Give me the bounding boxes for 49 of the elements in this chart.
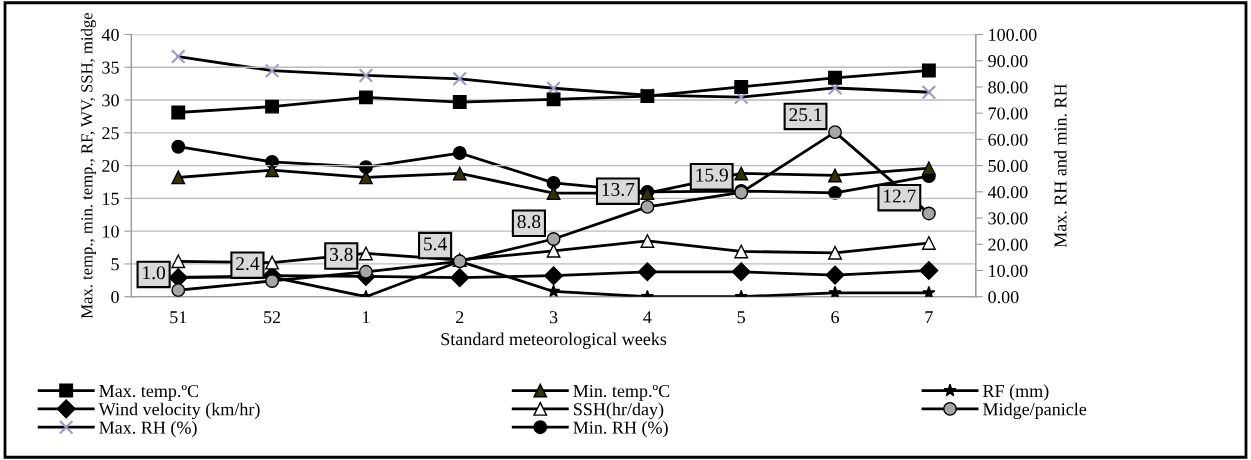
data-label: 2.4 [236, 257, 260, 271]
y-tick-label: 10 [103, 225, 119, 238]
y-tick-label: 35 [102, 61, 119, 74]
data-label: 15.9 [696, 168, 728, 182]
x-tick-label: 3 [549, 311, 558, 324]
x-tick-label: 52 [264, 311, 281, 324]
y2-tick-label: 80.00 [988, 81, 1028, 94]
x-tick-label: 1 [362, 311, 370, 324]
data-label: 25.1 [789, 108, 822, 122]
legend-label: SSH(hr/day) [573, 402, 664, 420]
x-tick-label: 51 [170, 311, 187, 324]
y2-axis-title: Max. RH and min. RH [1053, 83, 1067, 248]
y-tick-label: 15 [103, 192, 119, 205]
y2-tick-label: 20.00 [988, 238, 1028, 251]
x-tick-label: 7 [925, 311, 933, 324]
y2-tick-label: 0.00 [988, 290, 1019, 304]
data-label: 8.8 [517, 215, 541, 229]
legend-label: Wind velocity (km/hr) [98, 402, 260, 420]
y-tick-label: 25 [102, 127, 119, 140]
y-tick-label: 30 [102, 94, 119, 107]
data-label: 12.7 [884, 189, 916, 203]
y2-tick-label: 10.00 [989, 264, 1028, 277]
legend-label: Midge/panicle [983, 402, 1087, 420]
y-tick-label: 20 [102, 159, 119, 173]
data-label: 5.4 [424, 237, 447, 251]
y2-tick-label: 70.00 [988, 107, 1028, 120]
legend-label: Max. RH (%) [99, 420, 197, 438]
y-tick-label: 0 [111, 290, 119, 304]
data-label: 13.7 [602, 182, 635, 197]
legend-label: Max. temp.ºC [99, 384, 199, 401]
y-tick-label: 5 [111, 258, 119, 271]
x-tick-label: 5 [737, 311, 746, 324]
legend-label: Min. RH (%) [573, 420, 668, 438]
y-axis-title: Max. temp., min. temp., RF, WV, SSH, midge [80, 12, 96, 319]
data-label: 3.8 [330, 247, 353, 261]
x-tick-label: 4 [643, 311, 652, 324]
y2-tick-label: 100.00 [989, 28, 1037, 42]
y2-tick-label: 40.00 [987, 186, 1028, 199]
y2-tick-label: 50.00 [988, 159, 1028, 173]
data-label: 1.0 [143, 266, 166, 280]
x-axis-title: Standard meteorological weeks [441, 332, 667, 349]
y2-tick-label: 30.00 [988, 212, 1028, 225]
legend-label: Min. temp.ºC [573, 384, 670, 401]
x-tick-label: 2 [456, 311, 464, 324]
x-tick-label: 6 [831, 311, 840, 324]
y2-tick-label: 60.00 [988, 133, 1028, 146]
y2-tick-label: 90.00 [988, 54, 1028, 68]
legend-label: RF (mm) [983, 384, 1049, 401]
y-tick-label: 40 [101, 28, 119, 41]
